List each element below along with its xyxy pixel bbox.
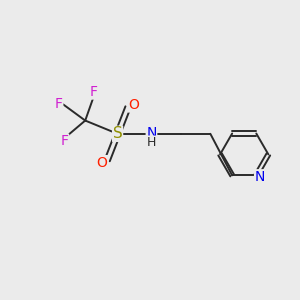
Text: N: N <box>146 126 157 140</box>
Text: O: O <box>97 156 107 170</box>
Text: F: F <box>55 98 63 111</box>
Text: H: H <box>147 136 156 149</box>
Text: N: N <box>255 170 265 184</box>
Text: S: S <box>113 126 122 141</box>
Text: O: O <box>128 98 139 112</box>
Text: F: F <box>61 134 69 148</box>
Text: F: F <box>90 85 98 99</box>
